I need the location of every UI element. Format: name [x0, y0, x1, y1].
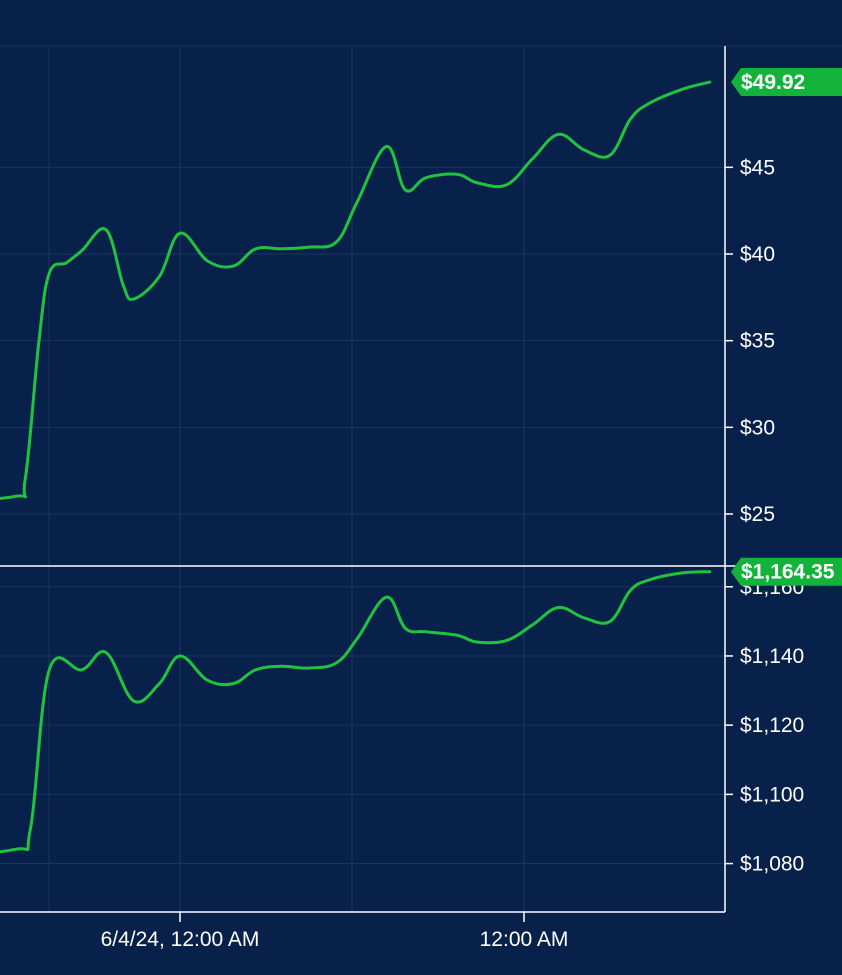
- last-value-label: $49.92: [741, 71, 805, 94]
- last-value-label: $1,164.35: [741, 561, 835, 584]
- y-tick-label: $35: [740, 330, 775, 353]
- y-tick-label: $1,080: [740, 853, 804, 876]
- series-lines: [0, 80, 712, 854]
- last-value-badge: [731, 557, 842, 586]
- y-tick-label: $25: [740, 503, 775, 526]
- last-value-badges: $49.92 $1,164.35: [731, 68, 842, 586]
- x-tick-label: 6/4/24, 12:00 AM: [101, 928, 260, 951]
- y-tick-label: $1,140: [740, 645, 804, 668]
- y-tick-label: $45: [740, 156, 775, 179]
- y-tick-label: $40: [740, 243, 775, 266]
- y-tick-label: $1,100: [740, 783, 804, 806]
- last-value-badge: [731, 68, 842, 97]
- y-tick-label: $30: [740, 416, 775, 439]
- series-line: [0, 80, 712, 500]
- x-tick-label: 12:00 AM: [480, 928, 569, 951]
- y-tick-label: $1,120: [740, 714, 804, 737]
- series-line: [0, 570, 712, 854]
- grid-lines: [0, 45, 842, 912]
